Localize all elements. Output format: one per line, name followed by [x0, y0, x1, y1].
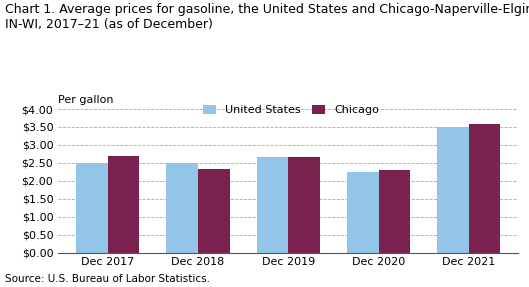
- Bar: [167, 163, 198, 253]
- Bar: [347, 172, 379, 253]
- Text: Source: U.S. Bureau of Labor Statistics.: Source: U.S. Bureau of Labor Statistics.: [5, 274, 211, 284]
- Bar: [437, 127, 469, 253]
- Text: Per gallon: Per gallon: [58, 95, 114, 105]
- Bar: [76, 162, 108, 253]
- Text: Chart 1. Average prices for gasoline, the United States and Chicago-Naperville-E: Chart 1. Average prices for gasoline, th…: [5, 3, 529, 31]
- Bar: [469, 125, 500, 253]
- Bar: [288, 158, 320, 253]
- Bar: [198, 169, 230, 253]
- Bar: [257, 158, 288, 253]
- Legend: United States, Chicago: United States, Chicago: [203, 104, 379, 115]
- Bar: [108, 156, 140, 253]
- Bar: [379, 170, 410, 253]
